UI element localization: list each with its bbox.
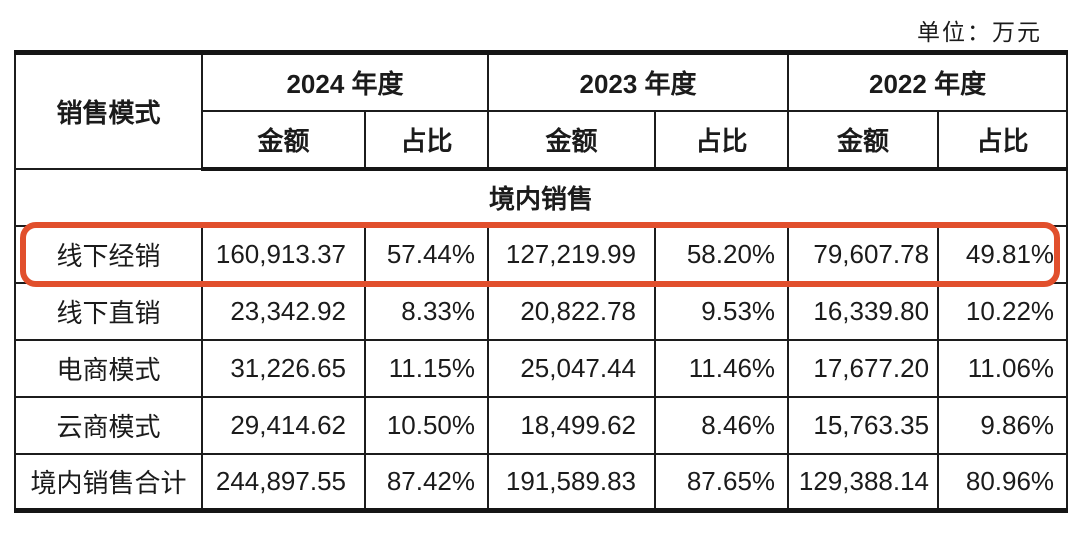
amount-cell: 129,388.14 bbox=[787, 452, 940, 513]
table-row-cloud-commerce: 云商模式 29,414.62 10.50% 18,499.62 8.46% 15… bbox=[14, 395, 1069, 455]
amount-header: 金额 bbox=[787, 109, 940, 171]
amount-cell: 127,219.99 bbox=[487, 224, 657, 284]
unit-label: 单位：万元 bbox=[917, 19, 1042, 45]
ratio-cell: 87.65% bbox=[654, 452, 790, 513]
amount-cell: 160,913.37 bbox=[201, 224, 366, 284]
table-wrap: 销售模式 2024 年度 2023 年度 2022 年度 金额 占比 金额 占比… bbox=[13, 50, 1069, 513]
row-label: 线下经销 bbox=[14, 224, 203, 284]
ratio-cell: 58.20% bbox=[654, 224, 790, 284]
row-label: 线下直销 bbox=[14, 281, 203, 341]
ratio-cell: 11.46% bbox=[654, 338, 790, 398]
amount-cell: 20,822.78 bbox=[487, 281, 657, 341]
table-row-domestic-total: 境内销售合计 244,897.55 87.42% 191,589.83 87.6… bbox=[14, 452, 1069, 513]
section-row-domestic: 境内销售 bbox=[13, 167, 1069, 227]
amount-cell: 79,607.78 bbox=[787, 224, 940, 284]
header-year-2023: 2023 年度 bbox=[487, 50, 790, 112]
ratio-header: 占比 bbox=[654, 109, 790, 171]
amount-cell: 31,226.65 bbox=[201, 338, 366, 398]
amount-cell: 23,342.92 bbox=[201, 281, 366, 341]
amount-cell: 17,677.20 bbox=[787, 338, 940, 398]
row-label: 电商模式 bbox=[14, 338, 203, 398]
ratio-cell: 11.15% bbox=[363, 338, 490, 398]
table-row-offline-distribution: 线下经销 160,913.37 57.44% 127,219.99 58.20%… bbox=[14, 224, 1069, 284]
ratio-cell: 9.86% bbox=[937, 395, 1069, 455]
ratio-cell: 8.46% bbox=[654, 395, 790, 455]
table-row-ecommerce: 电商模式 31,226.65 11.15% 25,047.44 11.46% 1… bbox=[14, 338, 1069, 398]
row-label: 云商模式 bbox=[14, 395, 203, 455]
sales-table: 销售模式 2024 年度 2023 年度 2022 年度 金额 占比 金额 占比… bbox=[13, 50, 1069, 513]
ratio-cell: 49.81% bbox=[937, 224, 1069, 284]
header-year-2022: 2022 年度 bbox=[787, 50, 1069, 112]
ratio-cell: 57.44% bbox=[363, 224, 490, 284]
amount-header: 金额 bbox=[201, 109, 366, 171]
table-row-offline-direct: 线下直销 23,342.92 8.33% 20,822.78 9.53% 16,… bbox=[14, 281, 1069, 341]
header-year-2024: 2024 年度 bbox=[200, 50, 490, 112]
row-label: 境内销售合计 bbox=[14, 452, 203, 513]
ratio-cell: 10.22% bbox=[937, 281, 1069, 341]
ratio-cell: 11.06% bbox=[937, 338, 1069, 398]
ratio-cell: 87.42% bbox=[363, 452, 490, 513]
ratio-cell: 8.33% bbox=[363, 281, 490, 341]
amount-cell: 29,414.62 bbox=[201, 395, 366, 455]
amount-cell: 15,763.35 bbox=[787, 395, 940, 455]
amount-cell: 191,589.83 bbox=[487, 452, 657, 513]
amount-cell: 18,499.62 bbox=[487, 395, 657, 455]
amount-header: 金额 bbox=[487, 109, 657, 171]
ratio-cell: 80.96% bbox=[937, 452, 1069, 513]
amount-cell: 16,339.80 bbox=[787, 281, 940, 341]
amount-cell: 25,047.44 bbox=[487, 338, 657, 398]
ratio-header: 占比 bbox=[937, 109, 1069, 171]
ratio-header: 占比 bbox=[363, 109, 490, 171]
section-header: 境内销售 bbox=[13, 167, 1069, 227]
header-sales-model: 销售模式 bbox=[14, 50, 203, 170]
ratio-cell: 10.50% bbox=[363, 395, 490, 455]
amount-cell: 244,897.55 bbox=[201, 452, 366, 513]
ratio-cell: 9.53% bbox=[654, 281, 790, 341]
